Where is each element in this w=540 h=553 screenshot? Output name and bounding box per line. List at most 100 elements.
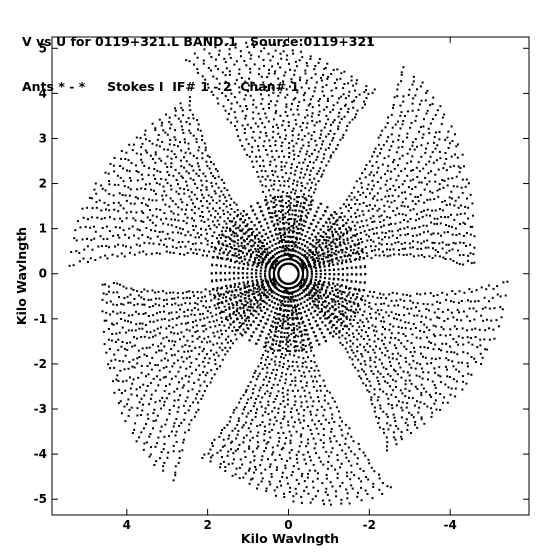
- data-point: [349, 297, 352, 300]
- data-point: [135, 310, 137, 313]
- data-point: [426, 142, 429, 145]
- data-point: [310, 138, 313, 141]
- data-point: [390, 133, 393, 136]
- data-point: [179, 141, 181, 144]
- data-point: [305, 266, 308, 269]
- data-point: [320, 129, 323, 132]
- data-point: [245, 317, 248, 320]
- data-point: [310, 277, 313, 280]
- data-point: [350, 79, 353, 82]
- data-point: [116, 174, 119, 177]
- data-point: [272, 255, 274, 258]
- data-point: [335, 212, 338, 215]
- data-point: [496, 293, 499, 296]
- data-point: [247, 142, 250, 145]
- data-point: [156, 375, 158, 378]
- data-point: [231, 462, 234, 465]
- data-point: [276, 175, 279, 178]
- data-point: [450, 300, 452, 303]
- data-point: [183, 138, 186, 141]
- data-point: [159, 170, 162, 173]
- data-point: [165, 336, 168, 339]
- data-point: [216, 219, 219, 222]
- data-point: [338, 331, 341, 334]
- data-point: [233, 201, 236, 204]
- data-point: [367, 209, 370, 212]
- data-point: [420, 391, 423, 394]
- data-point: [301, 285, 304, 288]
- data-point: [198, 390, 201, 393]
- data-point: [269, 100, 272, 103]
- data-point: [426, 362, 429, 365]
- data-point: [140, 296, 143, 299]
- data-point: [379, 292, 381, 295]
- data-point: [294, 260, 297, 263]
- data-point: [296, 220, 299, 223]
- data-point: [222, 193, 225, 196]
- data-point: [404, 357, 407, 359]
- data-point: [263, 64, 265, 67]
- data-point: [449, 345, 452, 348]
- data-point: [189, 109, 192, 112]
- data-point: [379, 388, 381, 391]
- data-point: [138, 436, 141, 439]
- data-point: [173, 353, 176, 356]
- data-point: [488, 327, 490, 330]
- data-point: [237, 419, 240, 422]
- data-point: [226, 424, 229, 426]
- data-point: [331, 413, 334, 416]
- data-point: [344, 251, 347, 254]
- data-point: [185, 222, 188, 225]
- data-point: [259, 239, 262, 242]
- data-point: [154, 153, 157, 156]
- data-point: [273, 158, 276, 161]
- data-point: [401, 154, 404, 157]
- data-point: [364, 299, 367, 302]
- data-point: [364, 103, 366, 106]
- data-point: [277, 269, 280, 272]
- data-point: [365, 195, 367, 198]
- data-point: [271, 290, 274, 293]
- data-point: [210, 456, 212, 459]
- data-point: [225, 67, 228, 70]
- data-point: [450, 311, 453, 314]
- data-point: [423, 346, 426, 349]
- data-point: [359, 193, 362, 196]
- data-point: [285, 437, 288, 439]
- data-point: [311, 112, 314, 115]
- data-point: [288, 177, 291, 180]
- data-point: [275, 204, 278, 206]
- data-point: [300, 258, 303, 261]
- data-point: [432, 348, 435, 351]
- data-point: [289, 197, 292, 200]
- data-point: [157, 436, 160, 439]
- data-point: [355, 216, 358, 218]
- data-point: [283, 165, 286, 168]
- data-point: [266, 251, 269, 254]
- data-point: [241, 144, 244, 147]
- data-point: [281, 240, 283, 243]
- data-point: [175, 324, 178, 327]
- data-point: [426, 405, 429, 408]
- data-point: [234, 46, 237, 49]
- data-point: [155, 252, 158, 255]
- data-point: [312, 463, 315, 466]
- data-point: [436, 294, 439, 296]
- data-point: [226, 341, 229, 344]
- data-point: [346, 492, 349, 495]
- data-point: [202, 304, 205, 307]
- data-point: [328, 322, 331, 325]
- data-point: [361, 295, 364, 298]
- data-point: [349, 249, 352, 252]
- data-point: [285, 291, 288, 294]
- data-point: [185, 170, 188, 173]
- data-point: [412, 80, 415, 83]
- data-point: [404, 422, 407, 424]
- data-point: [246, 261, 249, 264]
- data-point: [241, 317, 244, 320]
- data-point: [249, 248, 252, 251]
- data-point: [323, 238, 325, 241]
- data-point: [227, 437, 230, 440]
- data-point: [197, 123, 200, 126]
- data-point: [370, 307, 373, 310]
